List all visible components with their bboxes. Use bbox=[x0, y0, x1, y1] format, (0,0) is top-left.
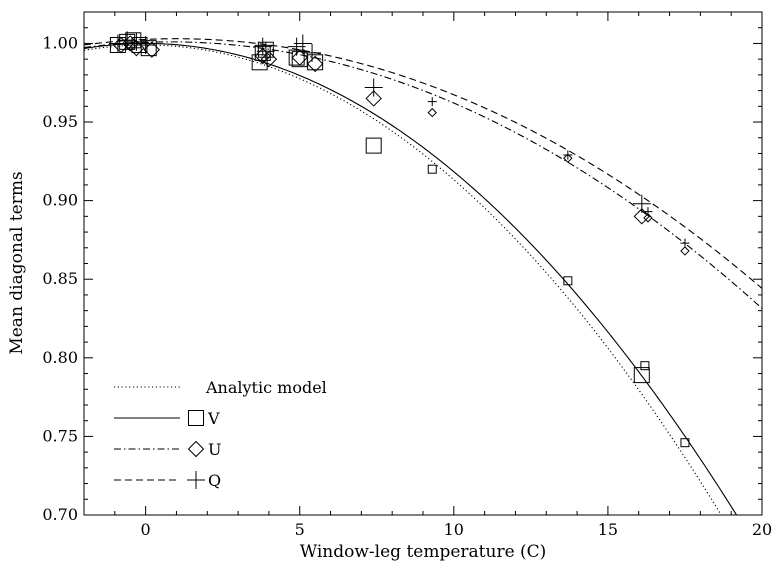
diamond-marker bbox=[112, 36, 130, 54]
diamond-marker bbox=[143, 41, 161, 58]
plot-frame bbox=[83, 11, 763, 516]
plus-marker bbox=[303, 43, 322, 62]
diamond-marker bbox=[680, 246, 690, 256]
plus-marker bbox=[680, 238, 690, 248]
legend: Analytic model VUQ bbox=[114, 378, 327, 490]
x-tick-label: 15 bbox=[598, 520, 618, 539]
curve-u bbox=[84, 41, 762, 309]
plus-marker bbox=[632, 194, 651, 213]
diamond-marker bbox=[633, 208, 651, 225]
diamond-marker bbox=[365, 90, 382, 107]
diamond-marker bbox=[260, 50, 278, 68]
square-marker bbox=[427, 164, 437, 174]
legend-plus-marker bbox=[187, 471, 205, 489]
curve-q bbox=[84, 38, 762, 289]
plus-marker bbox=[108, 34, 127, 53]
legend-entry-q: Q bbox=[114, 471, 221, 490]
y-tick-label: 0.90 bbox=[42, 191, 78, 210]
square-marker bbox=[365, 137, 382, 154]
plus-marker bbox=[427, 97, 437, 107]
y-axis-label: Mean diagonal terms bbox=[7, 171, 27, 354]
legend-entry-analytic-model: Analytic model bbox=[114, 378, 327, 397]
plus-marker bbox=[364, 78, 383, 97]
diamond-marker bbox=[563, 153, 573, 163]
curve-v bbox=[84, 42, 738, 515]
legend-diamond-marker bbox=[187, 440, 205, 458]
plus-marker bbox=[643, 207, 653, 217]
square-marker bbox=[563, 276, 573, 286]
plus-marker bbox=[253, 37, 272, 56]
legend-label: Q bbox=[208, 471, 221, 490]
square-marker bbox=[251, 54, 268, 71]
square-marker bbox=[307, 54, 324, 71]
plus-marker bbox=[118, 31, 137, 50]
y-tick-label: 0.80 bbox=[42, 348, 78, 367]
plus-marker bbox=[256, 42, 275, 61]
plus-marker bbox=[293, 34, 312, 53]
plus-marker bbox=[563, 150, 573, 160]
y-tick-label: 0.85 bbox=[42, 269, 78, 288]
square-marker bbox=[640, 361, 650, 371]
diamond-marker bbox=[291, 49, 308, 66]
y-tick-label: 0.70 bbox=[42, 505, 78, 524]
fit-curves bbox=[84, 38, 762, 515]
square-marker bbox=[633, 367, 650, 384]
legend-entry-v: V bbox=[114, 409, 220, 428]
diamond-marker bbox=[128, 39, 145, 57]
x-tick-label: 5 bbox=[295, 520, 305, 539]
curve-analytic-model bbox=[84, 44, 722, 515]
y-tick-label: 0.75 bbox=[42, 426, 78, 445]
diamond-marker bbox=[306, 55, 324, 73]
legend-entry-u: U bbox=[114, 440, 221, 459]
x-tick-label: 0 bbox=[141, 520, 151, 539]
x-tick-label: 10 bbox=[444, 520, 464, 539]
diamond-marker bbox=[643, 213, 653, 223]
y-tick-label: 1.00 bbox=[42, 33, 78, 52]
plus-marker bbox=[127, 32, 146, 51]
square-marker bbox=[680, 438, 690, 448]
axis-ticks: 0 5 10 15 20 0.70 0.75 0.80 0.85 0.90 0.95 1.00 bbox=[42, 11, 772, 539]
legend-label: V bbox=[207, 409, 220, 428]
x-axis-label: Window-leg temperature (C) bbox=[300, 542, 547, 562]
plus-marker bbox=[136, 36, 155, 55]
y-tick-label: 0.95 bbox=[42, 112, 78, 131]
legend-square-marker bbox=[188, 410, 204, 426]
x-tick-label: 20 bbox=[752, 520, 772, 539]
legend-label: U bbox=[208, 440, 221, 459]
diamond-marker bbox=[427, 107, 437, 118]
data-markers bbox=[108, 31, 690, 448]
legend-label: Analytic model bbox=[205, 378, 327, 397]
diamond-marker bbox=[122, 35, 139, 52]
square-marker bbox=[140, 40, 157, 57]
